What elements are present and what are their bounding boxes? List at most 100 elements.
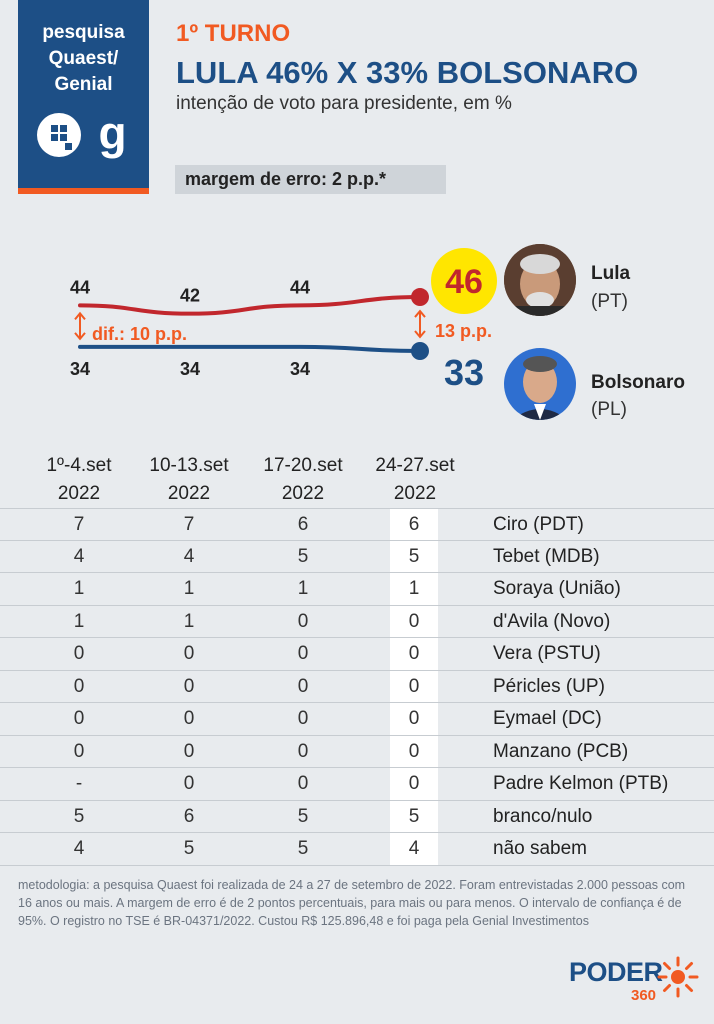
series-line-lula [78, 295, 422, 316]
poder360-logo: PODER 360 [569, 956, 699, 1004]
table-cell: 0 [183, 643, 195, 664]
logo-line: Quaest/ [48, 48, 119, 69]
table-cell: 5 [390, 540, 438, 572]
data-label: 34 [70, 359, 90, 379]
logo-line: Genial [54, 74, 113, 95]
diff-arrow-end-head-up [414, 309, 426, 318]
line-chart: 44 42 44 34 34 34 46 33 dif.: 10 p.p. 13 p.p. [70, 248, 497, 393]
table-cell: 4 [183, 545, 195, 567]
table-header-year: 2022 [393, 483, 437, 504]
table-cell: 0 [297, 610, 309, 632]
candidate-name-lula: Lula [591, 263, 631, 284]
table-header-period: 24-27.set [375, 455, 455, 476]
annotation: 13 p.p. [435, 321, 492, 341]
page-subtitle: intenção de voto para presidente, em % [176, 93, 512, 114]
table-header-col-3: 17-20.set 2022 [248, 452, 358, 508]
table-cell: 0 [183, 773, 195, 794]
table-cell: 0 [390, 670, 438, 702]
table-cell: 5 [73, 805, 85, 827]
lula-value-circle [431, 248, 497, 314]
table-cell: 4 [390, 833, 438, 865]
table-cell: 1 [297, 578, 309, 599]
table-cell: 1 [183, 578, 195, 599]
diff-arrow-start-head-down [74, 332, 86, 341]
candidate-label: Manzano (PCB) [493, 740, 629, 762]
table-row: 0 0 0 0 Péricles (UP) [0, 670, 714, 703]
candidate-label: branco/nulo [493, 805, 593, 827]
table-header-year: 2022 [281, 483, 325, 504]
table-row: 4 5 5 4 não sabem [0, 833, 714, 866]
page-title: LULA 46% X 33% BOLSONARO [176, 55, 639, 90]
table-cell: 1 [73, 578, 85, 599]
table-row: - 0 0 0 Padre Kelmon (PTB) [0, 768, 714, 801]
logo-icons: g [18, 107, 149, 159]
candidate-party-bolsonaro: (PL) [591, 399, 627, 420]
methodology-note: metodologia: a pesquisa Quaest foi reali… [18, 878, 686, 928]
results-table: 7 7 6 6 Ciro (PDT) 4 4 5 5 Tebet (MDB) 1 1 1 1 Soraya … [0, 508, 714, 866]
candidate-label: Vera (PSTU) [493, 643, 601, 664]
candidate-label: Soraya (União) [493, 578, 621, 599]
table-header-period: 17-20.set [263, 455, 343, 476]
table-cell: 0 [390, 605, 438, 637]
candidate-label: não sabem [493, 838, 588, 859]
lula-photo [504, 244, 576, 316]
data-label: 42 [180, 286, 200, 306]
table-cell: 0 [183, 675, 195, 697]
table-cell: 6 [297, 514, 309, 535]
table-cell: 0 [73, 740, 85, 762]
table-header-year: 2022 [167, 483, 211, 504]
genial-g-icon: g [98, 107, 127, 159]
table-cell: 0 [183, 740, 195, 762]
table-cell: - [75, 773, 83, 794]
table-row: 4 4 5 5 Tebet (MDB) [0, 540, 714, 573]
candidate-label: Ciro (PDT) [493, 514, 584, 535]
data-label: 46 [445, 263, 483, 301]
data-label: 34 [290, 359, 310, 379]
table-cell: 0 [297, 773, 309, 794]
table-header-col-1: 1º-4.set 2022 [24, 452, 134, 508]
table-cell: 0 [183, 708, 195, 729]
annotation: dif.: 10 p.p. [92, 324, 187, 344]
table-cell: 5 [297, 838, 309, 859]
table-cell: 7 [73, 514, 85, 535]
diff-arrow-start-head-up [74, 311, 86, 320]
round-label: 1º TURNO [176, 20, 291, 47]
table-cell: 6 [390, 509, 438, 540]
table-cell: 1 [73, 610, 85, 632]
table-cell: 0 [73, 708, 85, 729]
table-row: 1 1 1 1 Soraya (União) [0, 573, 714, 606]
table-cell: 0 [297, 740, 309, 762]
table-cell: 0 [73, 643, 85, 664]
table-row: 0 0 0 0 Vera (PSTU) [0, 638, 714, 671]
table-row: 1 1 0 0 d'Avila (Novo) [0, 605, 714, 638]
candidate-label: Péricles (UP) [493, 675, 605, 697]
table-row: 5 6 5 5 branco/nulo [0, 800, 714, 833]
data-label: 44 [70, 277, 90, 297]
data-label: 34 [180, 359, 200, 379]
candidate-label: Eymael (DC) [493, 708, 602, 729]
table-cell: 0 [390, 735, 438, 767]
candidate-label: Padre Kelmon (PTB) [493, 773, 669, 794]
table-cell: 6 [183, 805, 195, 827]
table-cell: 0 [73, 675, 85, 697]
table-header-col-2: 10-13.set 2022 [134, 452, 244, 508]
table-cell: 5 [390, 800, 438, 832]
margin-of-error: margem de erro: 2 p.p.* [175, 165, 446, 194]
table-cell: 4 [73, 838, 85, 859]
logo-line: pesquisa [42, 22, 125, 43]
table-cell: 4 [73, 545, 85, 567]
table-cell: 0 [390, 768, 438, 800]
series-line-bolsonaro [78, 344, 422, 353]
brand-num: 360 [631, 987, 657, 1004]
candidate-name-bolsonaro: Bolsonaro [591, 372, 685, 393]
logo-text: pesquisa Quaest/ Genial [18, 20, 149, 98]
table-cell: 5 [183, 838, 195, 859]
table-row: 0 0 0 0 Eymael (DC) [0, 703, 714, 736]
candidate-party-lula: (PT) [591, 291, 628, 312]
table-cell: 1 [390, 573, 438, 605]
brand-word: PODER [569, 957, 663, 987]
candidate-label: Tebet (MDB) [493, 545, 600, 567]
end-point-lula [411, 288, 429, 307]
table-cell: 1 [183, 610, 195, 632]
table-cell: 5 [297, 805, 309, 827]
